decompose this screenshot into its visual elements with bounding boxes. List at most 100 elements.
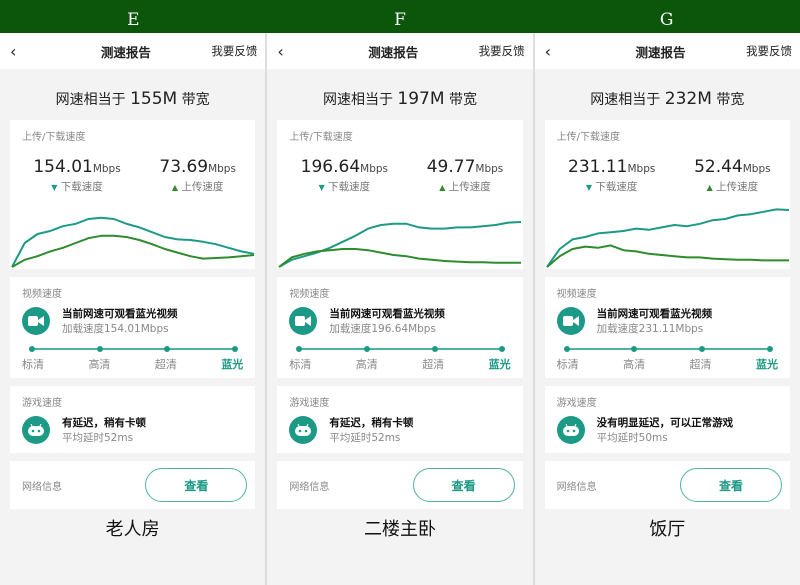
game-card: 游戏速度 有延迟，稍有卡顿 平均延时52ms xyxy=(10,386,256,453)
headline-prefix: 网速相当于 xyxy=(590,92,661,108)
chevron-left-icon[interactable]: ‹ xyxy=(544,41,552,61)
speed-chart xyxy=(278,221,522,268)
network-info-card: 网络信息 查看 xyxy=(544,461,790,509)
speed-chart xyxy=(545,208,789,268)
column-label: F xyxy=(394,10,406,30)
level-dot xyxy=(499,346,506,352)
download-value: 196.64 xyxy=(300,157,361,177)
unit: Mbps xyxy=(742,163,771,175)
room-caption: 饭厅 xyxy=(649,519,686,540)
upload-speed: 49.77Mbps ▲ 上传速度 xyxy=(427,157,504,194)
card-label: 上传/下载速度 xyxy=(289,132,353,143)
video-level: 超清 xyxy=(422,358,445,371)
unit: Mbps xyxy=(627,163,656,175)
upload-speed: 52.44Mbps ▲ 上传速度 xyxy=(694,157,771,194)
speed-report-screen: ‹ 测速报告 我要反馈 网速相当于 232M 带宽 上传/下载速度 231.11… xyxy=(534,33,800,585)
room-caption: 二楼主卧 xyxy=(363,519,436,540)
page-title: 测速报告 xyxy=(100,44,151,60)
feedback-link[interactable]: 我要反馈 xyxy=(745,44,792,58)
unit: Mbps xyxy=(208,163,236,175)
network-info-label: 网络信息 xyxy=(289,481,330,493)
room-caption: 老人房 xyxy=(105,519,160,540)
video-level: 超清 xyxy=(154,358,177,371)
upload-label: 上传速度 xyxy=(448,181,491,193)
download-series-line xyxy=(11,216,255,268)
video-status: 当前网速可观看蓝光视频 xyxy=(329,308,445,320)
triangle-up-icon: ▲ xyxy=(171,183,179,192)
video-level: 蓝光 xyxy=(221,358,244,371)
unit: Mbps xyxy=(360,163,389,175)
level-dot xyxy=(164,346,171,352)
download-label: 下载速度 xyxy=(595,181,638,193)
level-dot xyxy=(431,346,438,352)
load-speed: 加载速度196.64Mbps xyxy=(329,323,436,335)
download-speed: 196.64Mbps ▼ 下载速度 xyxy=(301,157,388,194)
view-button[interactable]: 查看 xyxy=(412,468,515,502)
feedback-link[interactable]: 我要反馈 xyxy=(211,44,258,58)
upload-value: 73.69 xyxy=(159,157,209,177)
card-label: 上传/下载速度 xyxy=(22,132,86,143)
upload-value: 49.77 xyxy=(426,157,476,177)
video-status: 当前网速可观看蓝光视频 xyxy=(596,308,713,320)
video-level-scale xyxy=(29,346,239,352)
page-title: 测速报告 xyxy=(368,44,419,60)
game-card: 游戏速度 没有明显延迟，可以正常游戏 平均延时50ms xyxy=(544,386,790,453)
game-status: 有延迟，稍有卡顿 xyxy=(62,417,146,429)
triangle-down-icon: ▼ xyxy=(318,183,325,192)
headline-prefix: 网速相当于 xyxy=(55,92,126,108)
video-level: 标清 xyxy=(289,358,312,371)
level-dot xyxy=(29,346,35,352)
level-dot xyxy=(563,346,570,352)
unit: Mbps xyxy=(475,163,504,175)
chevron-left-icon[interactable]: ‹ xyxy=(277,41,284,61)
triangle-down-icon: ▼ xyxy=(585,183,593,192)
card-label: 视频速度 xyxy=(289,289,330,300)
triangle-up-icon: ▲ xyxy=(439,183,446,192)
video-level: 高清 xyxy=(623,358,646,371)
nav-bar: ‹ 测速报告 我要反馈 xyxy=(0,33,266,69)
bandwidth-headline: 网速相当于 155M 带宽 xyxy=(0,89,265,111)
video-card: 视频速度 当前网速可观看蓝光视频 加载速度231.11Mbps 标清 高清 超清 蓝光 xyxy=(544,277,790,378)
upload-speed: 73.69Mbps ▲ 上传速度 xyxy=(159,157,236,194)
column-label: E xyxy=(127,10,140,30)
level-dot xyxy=(699,346,706,352)
download-series-line xyxy=(545,208,789,268)
level-dot xyxy=(364,346,371,352)
video-level: 高清 xyxy=(355,358,378,371)
latency: 平均延时50ms xyxy=(596,432,668,444)
upload-value: 52.44 xyxy=(694,157,743,177)
load-speed: 加载速度154.01Mbps xyxy=(62,323,169,335)
gamepad-icon xyxy=(289,416,318,444)
view-button[interactable]: 查看 xyxy=(679,468,782,502)
download-value: 231.11 xyxy=(568,157,628,177)
card-label: 视频速度 xyxy=(556,289,597,300)
level-dot xyxy=(766,346,773,352)
video-level: 标清 xyxy=(556,358,579,371)
view-button[interactable]: 查看 xyxy=(145,468,248,502)
card-label: 游戏速度 xyxy=(556,398,597,409)
feedback-link[interactable]: 我要反馈 xyxy=(478,44,525,58)
level-dot xyxy=(296,346,303,352)
triangle-down-icon: ▼ xyxy=(51,183,58,192)
upload-label: 上传速度 xyxy=(716,181,759,193)
video-camera-icon xyxy=(289,307,318,335)
game-status: 没有明显延迟，可以正常游戏 xyxy=(596,417,734,429)
upload-series-line xyxy=(11,234,255,268)
chevron-left-icon[interactable]: ‹ xyxy=(10,41,17,61)
upload-series-line xyxy=(278,248,522,268)
download-label: 下载速度 xyxy=(328,181,371,193)
screenshots-row: ‹ 测速报告 我要反馈 网速相当于 155M 带宽 上传/下载速度 154.01… xyxy=(0,33,800,585)
download-value: 154.01 xyxy=(33,157,93,177)
download-label: 下载速度 xyxy=(60,181,103,193)
bandwidth-value: 155M xyxy=(130,89,178,109)
game-card: 游戏速度 有延迟，稍有卡顿 平均延时52ms xyxy=(277,386,523,453)
headline-suffix: 带宽 xyxy=(181,92,210,108)
game-status: 有延迟，稍有卡顿 xyxy=(329,417,414,429)
card-label: 游戏速度 xyxy=(22,398,62,409)
gamepad-icon xyxy=(556,416,585,444)
nav-bar: ‹ 测速报告 我要反馈 xyxy=(267,33,533,69)
video-card: 视频速度 当前网速可观看蓝光视频 加载速度154.01Mbps 标清 高清 超清 蓝光 xyxy=(10,277,256,378)
video-level: 高清 xyxy=(88,358,111,371)
download-series-line xyxy=(278,221,522,268)
bandwidth-value: 197M xyxy=(397,89,445,109)
